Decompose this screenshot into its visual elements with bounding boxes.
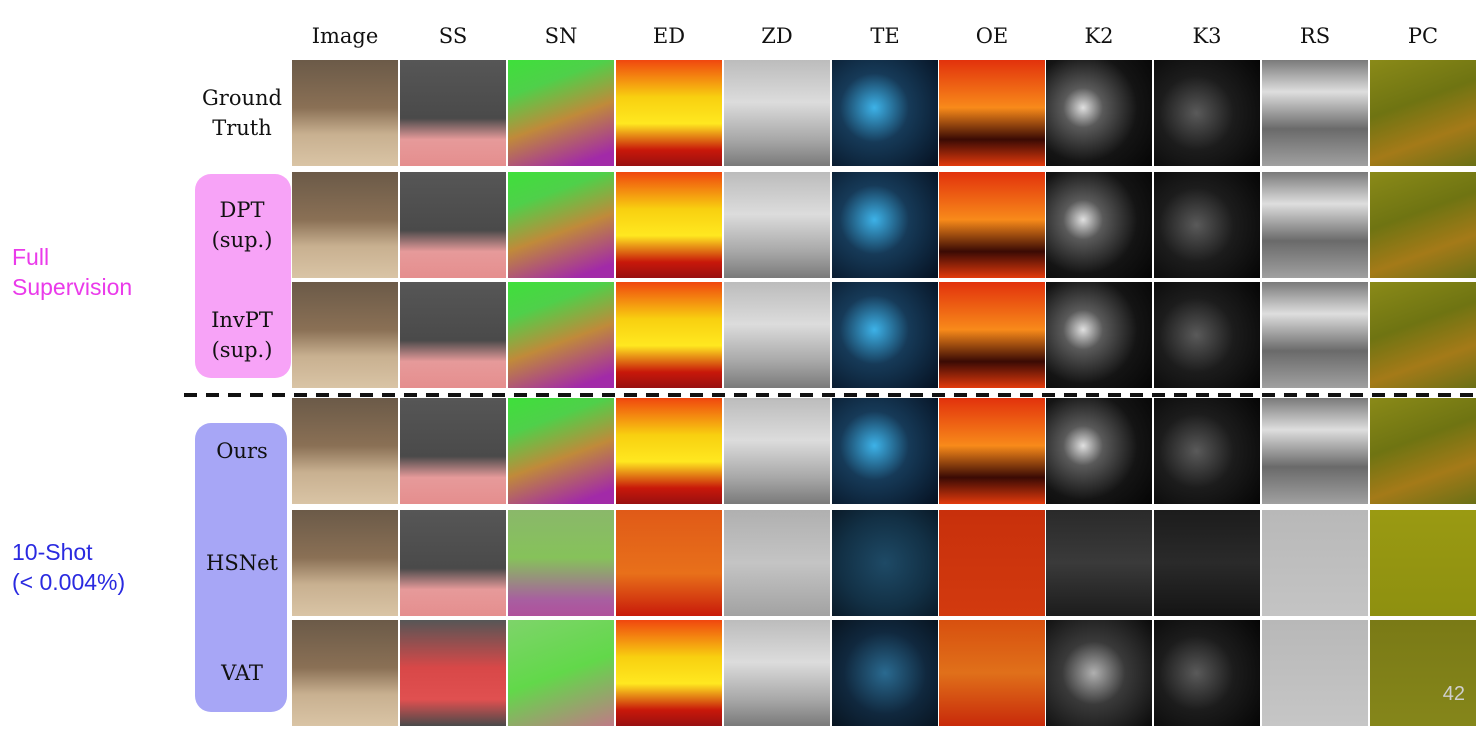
cell-hsnet-zd — [724, 510, 830, 616]
cell-invpt-zd — [724, 282, 830, 388]
cell-invpt-ss — [400, 282, 506, 388]
column-header-te: TE — [870, 24, 900, 48]
cell-ground-k3 — [1154, 60, 1260, 166]
cell-dpt-k3 — [1154, 172, 1260, 278]
cell-invpt-rs — [1262, 282, 1368, 388]
column-header-pc: PC — [1407, 24, 1439, 48]
cell-ours-pc — [1370, 398, 1476, 504]
cell-ours-k3 — [1154, 398, 1260, 504]
row-separator — [292, 169, 1477, 172]
cell-ours-rs — [1262, 398, 1368, 504]
cell-dpt-oe — [939, 172, 1045, 278]
column-header-ed: ED — [652, 24, 686, 48]
row-separator — [292, 507, 1477, 510]
column-header-k2: K2 — [1084, 24, 1114, 48]
cell-hsnet-te — [832, 510, 938, 616]
cell-dpt-sn — [508, 172, 614, 278]
cell-hsnet-oe — [939, 510, 1045, 616]
page-number: 42 — [1442, 683, 1465, 705]
column-header-image: Image — [311, 24, 379, 48]
cell-invpt-sn — [508, 282, 614, 388]
cell-hsnet-ss — [400, 510, 506, 616]
cell-ground-image — [292, 60, 398, 166]
cell-dpt-rs — [1262, 172, 1368, 278]
cell-vat-ed — [616, 620, 722, 726]
column-header-k3: K3 — [1192, 24, 1222, 48]
column-header-sn: SN — [544, 24, 578, 48]
group-label-full-supervision: Full Supervision — [12, 244, 133, 300]
cell-hsnet-rs — [1262, 510, 1368, 616]
cell-ground-pc — [1370, 60, 1476, 166]
column-header-rs: RS — [1299, 24, 1331, 48]
cell-invpt-image — [292, 282, 398, 388]
cell-dpt-pc — [1370, 172, 1476, 278]
group-label-10-shot: 10-Shot (< 0.004%) — [12, 539, 126, 595]
cell-ground-ed — [616, 60, 722, 166]
cell-dpt-zd — [724, 172, 830, 278]
cell-ours-k2 — [1046, 398, 1152, 504]
cell-invpt-pc — [1370, 282, 1476, 388]
cell-vat-k3 — [1154, 620, 1260, 726]
cell-ours-ss — [400, 398, 506, 504]
cell-hsnet-image — [292, 510, 398, 616]
cell-ours-image — [292, 398, 398, 504]
column-header-oe: OE — [975, 24, 1009, 48]
row-separator — [292, 617, 1477, 620]
cell-hsnet-k2 — [1046, 510, 1152, 616]
cell-hsnet-k3 — [1154, 510, 1260, 616]
cell-ground-ss — [400, 60, 506, 166]
cell-invpt-ed — [616, 282, 722, 388]
row-separator — [292, 279, 1477, 282]
row-label-ours: Ours — [216, 439, 268, 463]
row-label-vat: VAT — [221, 661, 263, 685]
cell-ours-te — [832, 398, 938, 504]
cell-ground-sn — [508, 60, 614, 166]
cell-ours-zd — [724, 398, 830, 504]
cell-vat-oe — [939, 620, 1045, 726]
cell-dpt-ss — [400, 172, 506, 278]
cell-invpt-k2 — [1046, 282, 1152, 388]
row-label-dpt: DPT (sup.) — [211, 198, 273, 252]
cell-vat-image — [292, 620, 398, 726]
cell-ground-k2 — [1046, 60, 1152, 166]
cell-ground-oe — [939, 60, 1045, 166]
cell-ground-rs — [1262, 60, 1368, 166]
cell-invpt-oe — [939, 282, 1045, 388]
cell-ours-sn — [508, 398, 614, 504]
cell-vat-ss — [400, 620, 506, 726]
row-label-invpt: InvPT (sup.) — [211, 308, 273, 362]
cell-vat-pc — [1370, 620, 1476, 726]
row-label-ground: Ground Truth — [202, 86, 282, 140]
column-header-zd: ZD — [761, 24, 793, 48]
cell-invpt-te — [832, 282, 938, 388]
cell-ground-zd — [724, 60, 830, 166]
pill-full-supervision — [195, 174, 291, 378]
cell-hsnet-ed — [616, 510, 722, 616]
cell-vat-zd — [724, 620, 830, 726]
cell-vat-k2 — [1046, 620, 1152, 726]
cell-ground-te — [832, 60, 938, 166]
cell-dpt-ed — [616, 172, 722, 278]
cell-vat-sn — [508, 620, 614, 726]
cell-dpt-te — [832, 172, 938, 278]
pill-10-shot — [195, 423, 287, 712]
cell-vat-te — [832, 620, 938, 726]
cell-invpt-k3 — [1154, 282, 1260, 388]
cell-dpt-image — [292, 172, 398, 278]
cell-ours-ed — [616, 398, 722, 504]
cell-vat-rs — [1262, 620, 1368, 726]
cell-dpt-k2 — [1046, 172, 1152, 278]
section-divider-dashed — [184, 393, 1480, 397]
row-label-hsnet: HSNet — [206, 551, 278, 575]
cell-hsnet-pc — [1370, 510, 1476, 616]
column-header-ss: SS — [438, 24, 468, 48]
cell-hsnet-sn — [508, 510, 614, 616]
cell-ours-oe — [939, 398, 1045, 504]
